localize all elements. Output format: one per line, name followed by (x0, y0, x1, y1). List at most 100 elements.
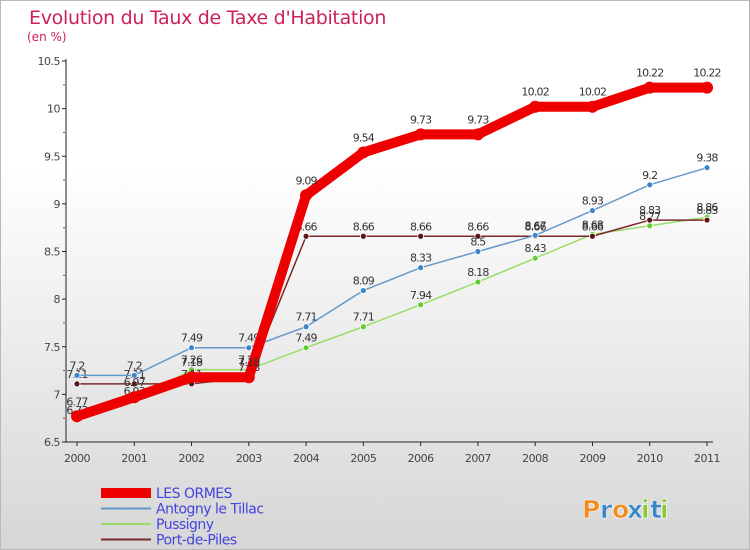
y-tick-label: 10 (47, 103, 60, 116)
data-label-port-de-piles: 8.66 (582, 220, 604, 233)
series-line-les-ormes (72, 82, 712, 422)
data-label-les-ormes: 6.97 (124, 376, 146, 389)
data-point-les-ormes (357, 146, 370, 159)
data-point-les-ormes (185, 371, 198, 384)
data-point-port-de-piles (417, 232, 425, 240)
x-tick-label: 2008 (522, 452, 548, 465)
data-point-antogny-le-tillac (646, 181, 654, 189)
brand-logo-letter: i (660, 495, 669, 524)
data-label-pussigny: 8.86 (696, 201, 718, 214)
data-label-pussigny: 8.68 (582, 218, 604, 231)
data-point-les-ormes (643, 81, 656, 94)
data-label-pussigny: 8.18 (467, 266, 489, 279)
data-label-port-de-piles: 8.83 (696, 204, 718, 217)
data-point-les-ormes (471, 128, 484, 141)
x-tick-label: 2006 (408, 452, 434, 465)
data-label-antogny-le-tillac: 9.38 (696, 152, 718, 165)
y-tick-label: 7 (54, 388, 61, 401)
data-point-port-de-piles (703, 216, 711, 224)
data-point-pussigny (359, 323, 367, 331)
data-point-antogny-le-tillac (188, 344, 195, 352)
x-tick-label: 2001 (121, 452, 147, 465)
x-tick-label: 2004 (293, 452, 319, 465)
chart-title: Evolution du Taux de Taxe d'Habitation (29, 7, 387, 29)
data-point-port-de-piles (130, 380, 138, 388)
x-tick-label: 2007 (465, 452, 491, 465)
y-tick-label: 7.5 (44, 341, 60, 354)
data-point-antogny-le-tillac (703, 164, 711, 172)
data-label-port-de-piles: 8.83 (639, 204, 661, 217)
data-point-antogny-le-tillac (245, 344, 253, 352)
data-point-port-de-piles (73, 380, 81, 388)
data-label-antogny-le-tillac: 7.2 (69, 359, 84, 372)
data-label-antogny-le-tillac: 7.49 (181, 332, 203, 345)
legend-label-pussigny: Pussigny (156, 517, 214, 533)
data-label-antogny-le-tillac: 8.67 (525, 219, 547, 232)
data-label-antogny-le-tillac: 8.5 (470, 236, 486, 249)
data-point-les-ormes (71, 410, 83, 423)
x-tick-label: 2009 (579, 452, 605, 465)
data-label-antogny-le-tillac: 8.33 (410, 252, 432, 265)
data-label-les-ormes: 7.18 (181, 356, 203, 369)
data-label-antogny-le-tillac: 8.09 (353, 275, 375, 288)
brand-logo-letter: i (641, 495, 650, 524)
x-tick-label: 2000 (64, 452, 90, 465)
data-label-antogny-le-tillac: 7.71 (295, 311, 316, 324)
data-label-les-ormes: 9.54 (353, 131, 375, 144)
data-point-les-ormes (300, 189, 313, 202)
data-label-antogny-le-tillac: 8.93 (582, 195, 604, 208)
series-line-port-de-piles (76, 219, 708, 385)
data-point-antogny-le-tillac (531, 231, 539, 239)
data-point-pussigny (474, 278, 482, 286)
brand-logo-letter: t (650, 495, 662, 524)
data-label-les-ormes: 10.02 (579, 86, 607, 99)
data-point-les-ormes (242, 371, 255, 384)
x-tick-label: 2003 (236, 452, 262, 465)
data-point-port-de-piles (359, 232, 367, 240)
data-label-pussigny: 7.94 (410, 289, 432, 302)
data-label-les-ormes: 7.18 (238, 356, 260, 369)
data-label-port-de-piles: 8.66 (467, 220, 489, 233)
brand-logo-letter: x (627, 495, 643, 524)
data-point-antogny-le-tillac (359, 287, 367, 294)
data-label-port-de-piles: 8.66 (525, 220, 547, 233)
data-label-les-ormes: 9.09 (295, 174, 317, 187)
data-label-antogny-le-tillac: 9.2 (642, 169, 657, 182)
series-line-pussigny (76, 216, 708, 421)
data-label-les-ormes: 10.22 (636, 67, 664, 80)
data-point-les-ormes (701, 81, 713, 94)
data-label-port-de-piles: 8.66 (410, 220, 432, 233)
x-tick-label: 2011 (694, 452, 720, 465)
data-point-pussigny (302, 344, 310, 352)
data-label-les-ormes: 10.22 (693, 67, 721, 80)
series-line-antogny-le-tillac (76, 166, 708, 377)
data-point-les-ormes (529, 100, 542, 113)
x-tick-label: 2002 (179, 452, 205, 465)
legend-label-les-ormes: LES ORMES (156, 486, 233, 502)
data-point-les-ormes (128, 391, 141, 404)
brand-logo-letter: P (582, 495, 600, 524)
data-point-antogny-le-tillac (474, 248, 482, 255)
brand-logo-letter: r (600, 495, 613, 524)
data-label-les-ormes: 6.77 (66, 395, 88, 408)
y-tick-label: 9 (54, 198, 61, 211)
data-point-les-ormes (586, 100, 599, 113)
y-tick-label: 10.5 (38, 55, 61, 68)
data-label-les-ormes: 9.73 (410, 113, 432, 126)
y-tick-label: 8.5 (44, 246, 60, 259)
data-point-pussigny (417, 301, 425, 309)
data-label-pussigny: 7.49 (295, 332, 317, 345)
data-point-port-de-piles (302, 232, 310, 240)
data-point-antogny-le-tillac (130, 371, 138, 379)
data-point-les-ormes (414, 128, 427, 141)
data-point-port-de-piles (646, 216, 654, 224)
data-point-antogny-le-tillac (417, 264, 425, 272)
x-tick-label: 2005 (350, 452, 376, 465)
legend-label-port-de-piles: Port-de-Piles (156, 533, 237, 549)
brand-logo-letter: o (612, 495, 629, 524)
data-label-pussigny: 7.26 (181, 354, 203, 367)
data-label-pussigny: 7.71 (353, 311, 374, 324)
y-tick-label: 9.5 (44, 150, 60, 163)
chart-subtitle: (en %) (27, 30, 67, 44)
